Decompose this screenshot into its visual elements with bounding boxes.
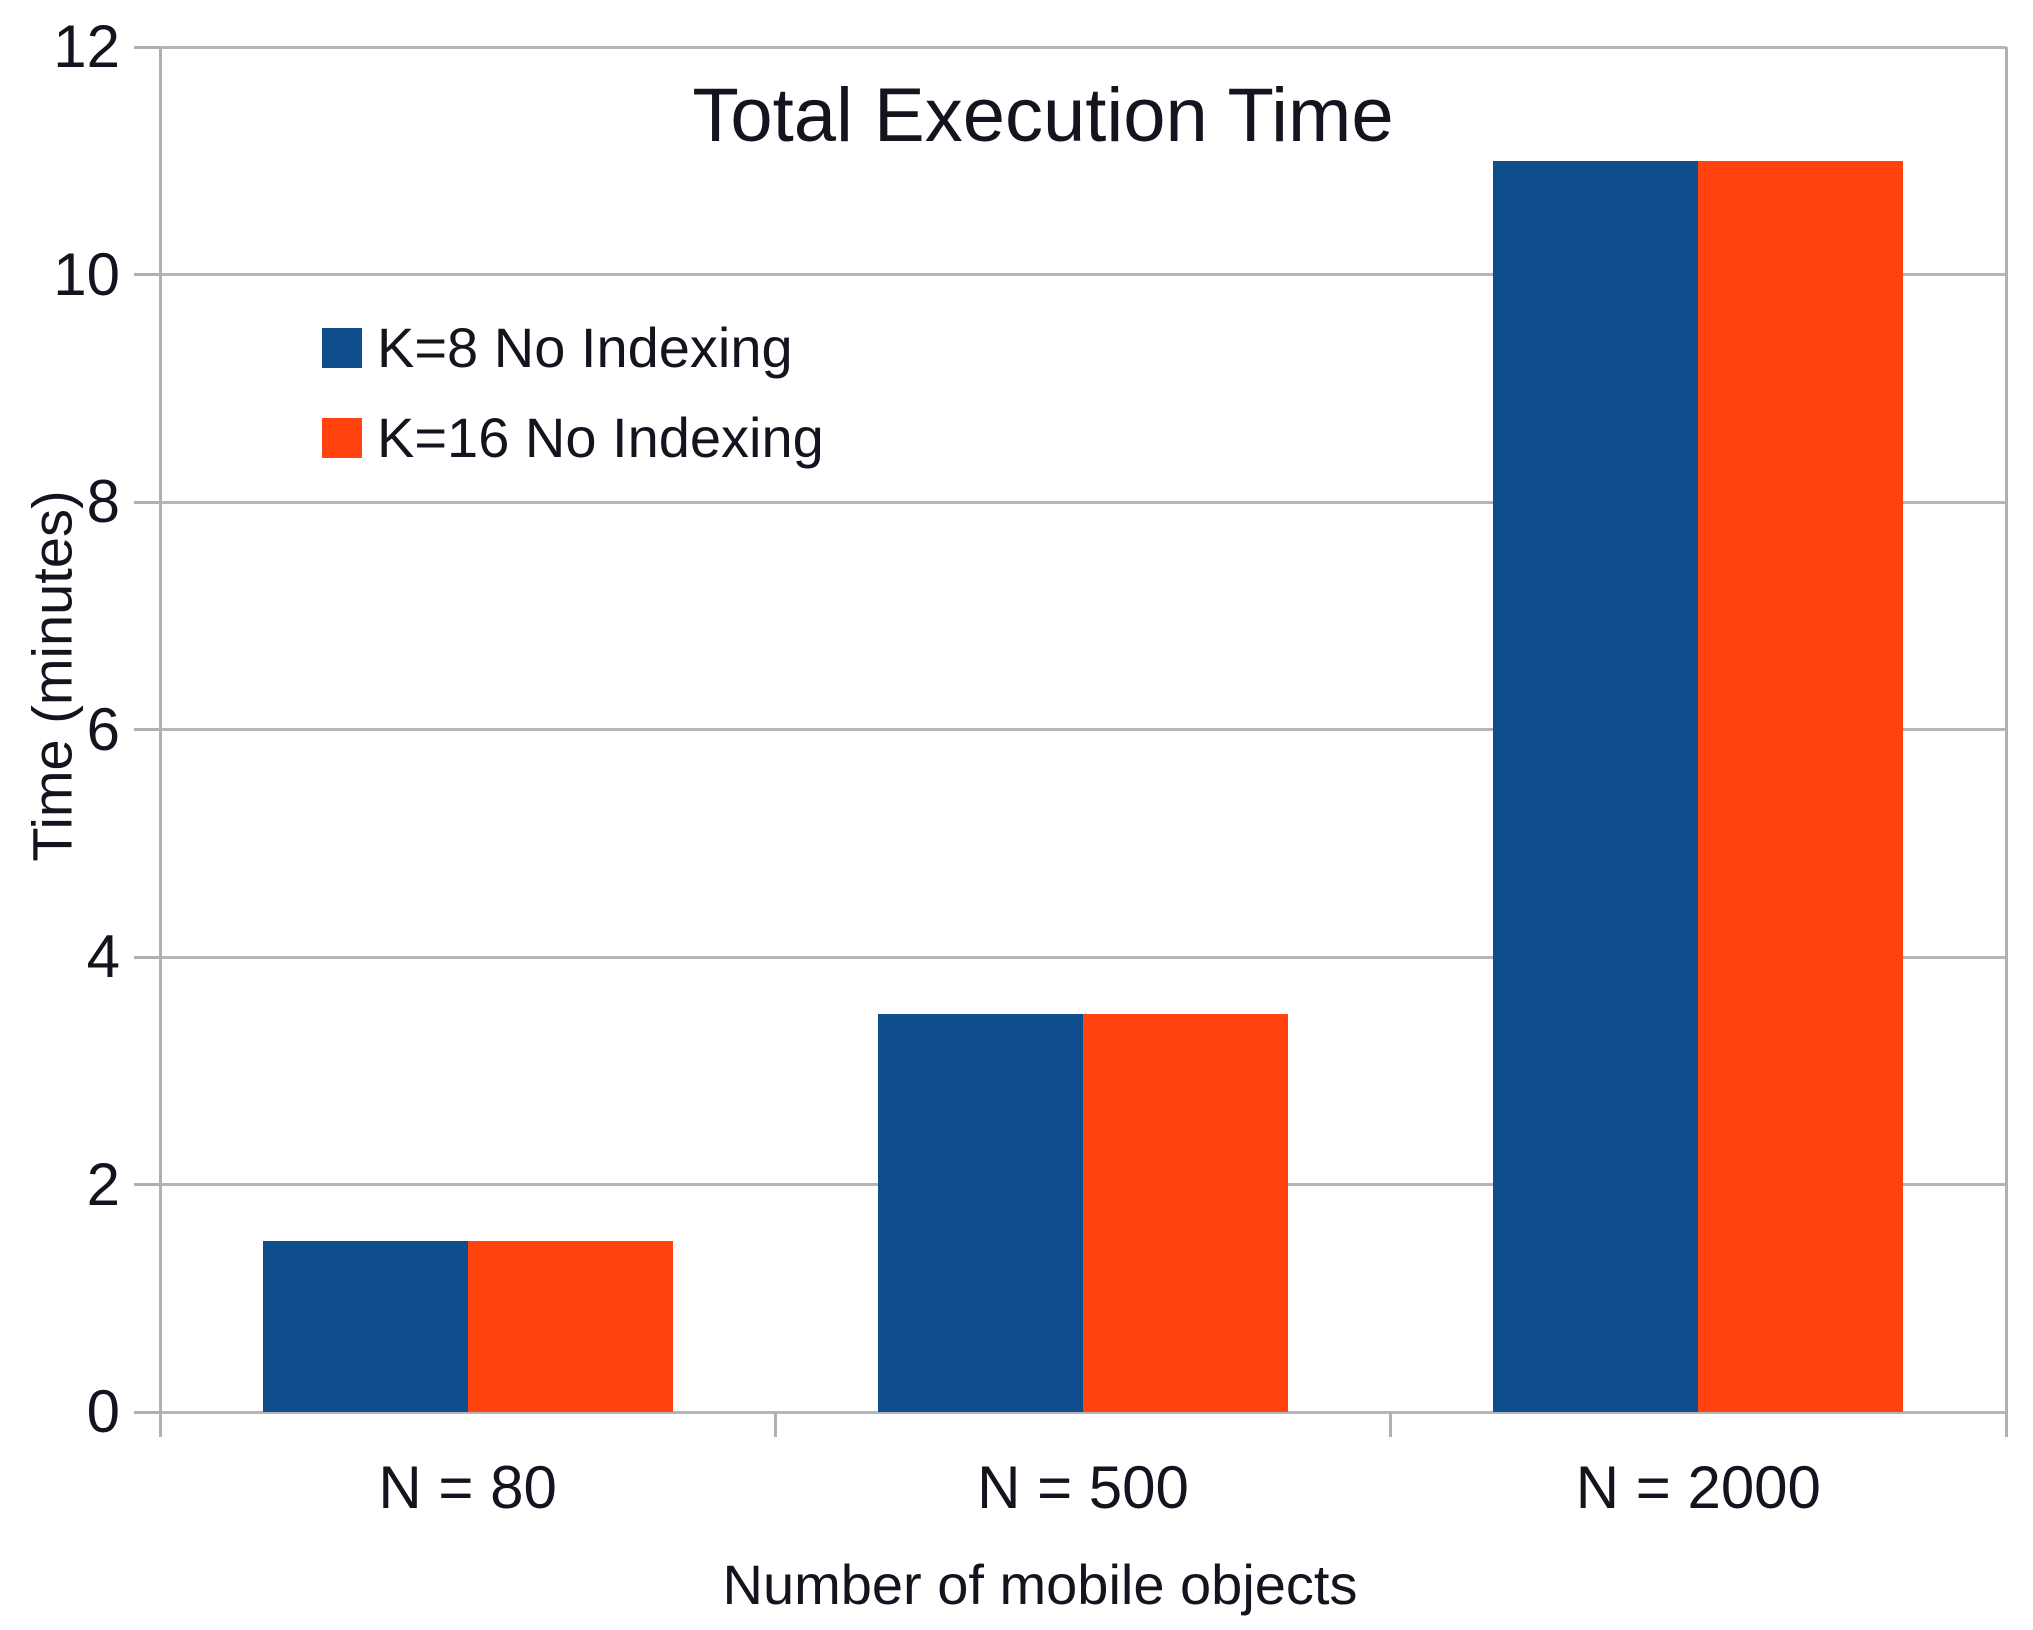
legend-item: K=8 No Indexing bbox=[322, 320, 793, 376]
y-tick-label: 6 bbox=[86, 695, 120, 763]
y-tick-label: 4 bbox=[86, 923, 120, 990]
gridline bbox=[160, 45, 2006, 49]
y-tick-mark bbox=[134, 1183, 160, 1186]
y-tick-label: 12 bbox=[53, 13, 120, 80]
legend-label: K=8 No Indexing bbox=[377, 316, 793, 379]
x-category-label: N = 500 bbox=[977, 1454, 1189, 1521]
gridline bbox=[160, 500, 2006, 504]
plot-right-border bbox=[2004, 47, 2008, 1412]
bar-k8 bbox=[262, 1241, 468, 1412]
bar-k16 bbox=[467, 1241, 673, 1412]
legend-label: K=16 No Indexing bbox=[377, 406, 824, 469]
gridline bbox=[160, 273, 2006, 276]
gridline bbox=[160, 1410, 2006, 1414]
y-tick-mark bbox=[134, 955, 160, 959]
bar-k16 bbox=[1083, 1013, 1289, 1412]
x-category-label: N = 2000 bbox=[1575, 1454, 1821, 1521]
legend-swatch-k16 bbox=[322, 418, 362, 458]
x-category-label: N = 80 bbox=[378, 1454, 557, 1521]
y-tick-mark bbox=[134, 728, 160, 731]
y-axis-line bbox=[158, 47, 162, 1437]
x-tick-mark bbox=[2004, 1412, 2008, 1437]
legend-swatch-k8 bbox=[322, 328, 362, 368]
y-tick-mark bbox=[134, 45, 160, 49]
y-tick-mark bbox=[134, 500, 160, 504]
y-tick-label: 10 bbox=[53, 240, 120, 308]
legend-item: K=16 No Indexing bbox=[322, 410, 824, 466]
y-tick-mark bbox=[134, 1410, 160, 1414]
y-tick-label: 2 bbox=[86, 1150, 120, 1218]
bar-k8 bbox=[877, 1013, 1083, 1412]
x-tick-mark bbox=[773, 1412, 777, 1437]
y-tick-label: 8 bbox=[86, 468, 120, 535]
gridline bbox=[160, 955, 2006, 959]
x-axis-title: Number of mobile objects bbox=[722, 1553, 1358, 1616]
bar-k8 bbox=[1493, 160, 1699, 1412]
chart-title: Total Execution Time bbox=[692, 73, 1394, 158]
x-tick-mark bbox=[1389, 1412, 1393, 1437]
bar-k16 bbox=[1698, 160, 1904, 1412]
gridline bbox=[160, 728, 2006, 731]
y-tick-label: 0 bbox=[86, 1378, 120, 1445]
y-tick-mark bbox=[134, 273, 160, 276]
